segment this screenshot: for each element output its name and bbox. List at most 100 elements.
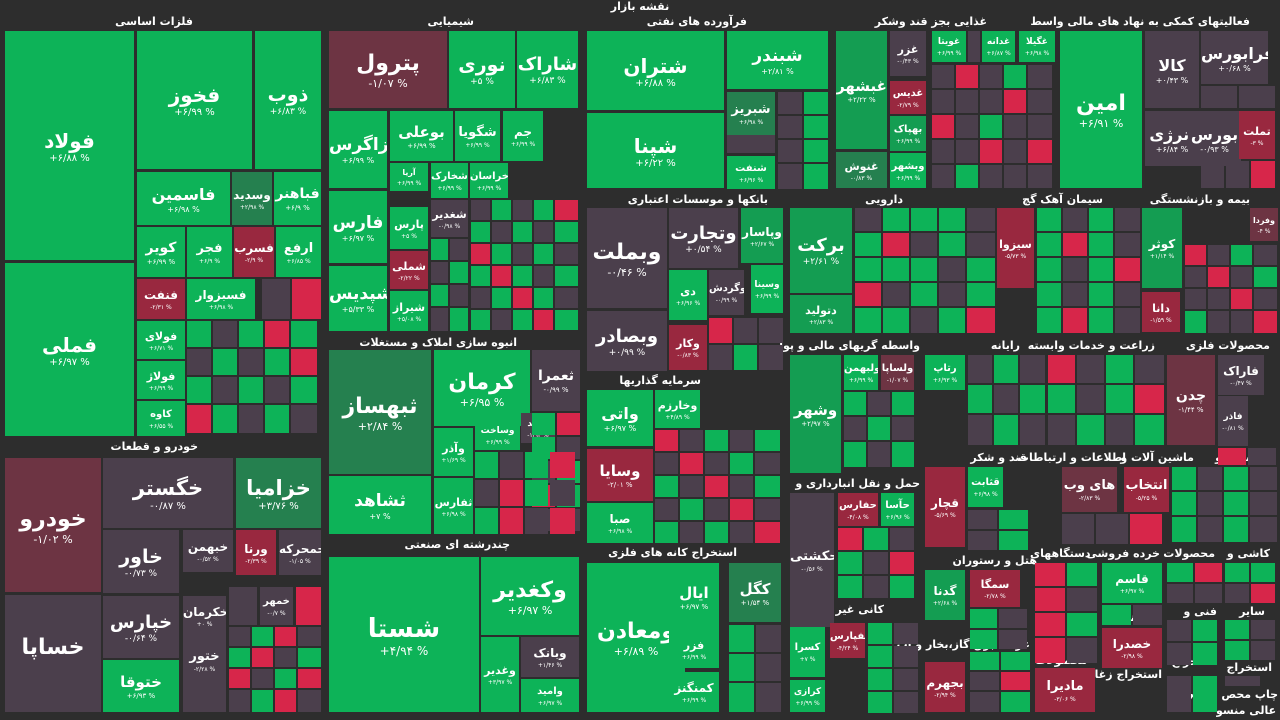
stock-cell[interactable] — [296, 587, 321, 625]
stock-cell[interactable] — [956, 140, 978, 163]
stock-tile[interactable]: فباهنر +۶/۹ % — [274, 172, 321, 225]
stock-cell[interactable] — [557, 413, 580, 435]
stock-cell[interactable] — [265, 349, 289, 375]
stock-tile[interactable]: وکار -۰/۸۳ % — [669, 325, 707, 370]
stock-cell[interactable] — [555, 266, 578, 286]
stock-tile[interactable]: فولای +۶/۷۱ % — [137, 321, 185, 359]
stock-cell[interactable] — [655, 453, 678, 474]
stock-cell[interactable] — [555, 244, 578, 264]
stock-cell[interactable] — [1035, 613, 1065, 636]
stock-cell[interactable] — [999, 609, 1027, 628]
stock-cell[interactable] — [1193, 676, 1217, 712]
stock-tile[interactable]: خکرمان +۰ % — [183, 596, 226, 636]
stock-tile[interactable]: صبا +۶/۹۸ % — [587, 503, 653, 543]
stock-cell[interactable] — [1063, 233, 1087, 256]
stock-cell[interactable] — [213, 321, 237, 347]
stock-cell[interactable] — [1193, 620, 1217, 641]
stock-cell[interactable] — [292, 279, 321, 319]
stock-tile[interactable]: غبشهر +۲/۲۲ % — [836, 31, 887, 149]
stock-tile[interactable]: غزر -۰/۴۳ % — [890, 31, 926, 76]
stock-tile[interactable]: وبشهر +۶/۹۹ % — [890, 153, 926, 188]
stock-cell[interactable] — [939, 208, 965, 231]
stock-tile[interactable]: انتخاب -۵/۲۵ % — [1124, 467, 1169, 512]
stock-tile[interactable]: شغدیر -۰/۹۸ % — [431, 200, 468, 237]
stock-cell[interactable] — [229, 690, 250, 712]
stock-cell[interactable] — [911, 283, 937, 306]
stock-tile[interactable]: وبصادر +۰/۹۹ % — [587, 311, 667, 371]
stock-cell[interactable] — [855, 258, 881, 281]
stock-cell[interactable] — [534, 244, 553, 264]
stock-cell[interactable] — [980, 140, 1002, 163]
stock-cell[interactable] — [804, 164, 828, 189]
stock-tile[interactable]: بجهرم -۲/۹۴ % — [925, 662, 965, 712]
stock-cell[interactable] — [265, 405, 289, 433]
stock-cell[interactable] — [1001, 672, 1030, 690]
stock-cell[interactable] — [1250, 517, 1277, 542]
stock-cell[interactable] — [1133, 605, 1162, 625]
stock-cell[interactable] — [680, 430, 703, 451]
stock-tile[interactable]: فزر +۶/۹۹ % — [669, 630, 719, 668]
stock-tile[interactable]: خپارس -۰/۶۴ % — [103, 596, 179, 658]
stock-tile[interactable]: های وب -۲/۸۳ % — [1062, 467, 1117, 512]
stock-cell[interactable] — [534, 222, 553, 242]
stock-cell[interactable] — [999, 531, 1028, 550]
stock-tile[interactable]: شبریز +۶/۹۸ % — [727, 92, 775, 135]
stock-cell[interactable] — [778, 164, 802, 189]
stock-cell[interactable] — [894, 623, 918, 644]
stock-cell[interactable] — [513, 200, 532, 220]
stock-tile[interactable]: ثبهساز +۲/۸۴ % — [329, 350, 431, 474]
stock-cell[interactable] — [968, 415, 992, 445]
stock-tile[interactable]: خاور -۰/۷۳ % — [103, 530, 179, 593]
stock-cell[interactable] — [492, 244, 511, 264]
stock-cell[interactable] — [1172, 467, 1196, 490]
stock-cell[interactable] — [431, 285, 448, 306]
stock-cell[interactable] — [1106, 355, 1133, 383]
stock-cell[interactable] — [1048, 355, 1075, 383]
stock-cell[interactable] — [550, 452, 575, 478]
stock-cell[interactable] — [475, 508, 498, 534]
stock-cell[interactable] — [709, 318, 732, 343]
stock-tile[interactable]: قاسم +۶/۹۷ % — [1102, 563, 1162, 603]
stock-cell[interactable] — [932, 90, 954, 113]
stock-cell[interactable] — [298, 669, 321, 688]
stock-tile[interactable]: ایال +۶/۹۷ % — [669, 563, 719, 630]
stock-cell[interactable] — [252, 669, 273, 688]
stock-cell[interactable] — [1067, 613, 1097, 636]
stock-cell[interactable] — [1077, 385, 1104, 413]
stock-cell[interactable] — [1231, 267, 1252, 287]
stock-cell[interactable] — [892, 392, 914, 415]
stock-tile[interactable]: شپدیس +۵/۳۳ % — [329, 266, 387, 331]
stock-tile[interactable]: کمنگنز +۶/۹۹ % — [669, 672, 719, 712]
stock-cell[interactable] — [1115, 283, 1140, 306]
stock-tile[interactable]: کالا +۰/۴۳ % — [1145, 31, 1199, 108]
stock-tile[interactable]: ثعمرا -۰/۹۹ % — [532, 350, 580, 411]
stock-cell[interactable] — [1028, 65, 1052, 88]
stock-tile[interactable]: ولبهمن +۶/۹۹ % — [844, 355, 878, 390]
stock-tile[interactable]: کاوه +۶/۵۵ % — [137, 401, 185, 436]
stock-cell[interactable] — [1115, 258, 1140, 281]
stock-cell[interactable] — [755, 522, 780, 543]
stock-cell[interactable] — [500, 452, 523, 478]
stock-tile[interactable]: زاگرس +۶/۹۹ % — [329, 111, 387, 188]
stock-cell[interactable] — [1208, 289, 1229, 309]
stock-cell[interactable] — [1208, 267, 1229, 287]
stock-cell[interactable] — [534, 288, 553, 308]
stock-cell[interactable] — [1225, 641, 1249, 660]
stock-tile[interactable]: فخوز +۶/۹۹ % — [137, 31, 252, 169]
stock-tile[interactable]: خصدرا -۲/۹۸ % — [1102, 628, 1162, 668]
stock-cell[interactable] — [727, 135, 775, 153]
stock-cell[interactable] — [1020, 355, 1045, 383]
stock-tile[interactable]: فاذر -۰/۸۱ % — [1218, 396, 1248, 446]
stock-cell[interactable] — [1185, 289, 1206, 309]
stock-cell[interactable] — [1004, 90, 1026, 113]
stock-cell[interactable] — [967, 233, 995, 256]
stock-cell[interactable] — [1115, 208, 1140, 231]
stock-cell[interactable] — [492, 310, 511, 330]
stock-cell[interactable] — [967, 283, 995, 306]
stock-cell[interactable] — [778, 92, 802, 114]
stock-cell[interactable] — [1115, 308, 1140, 333]
stock-cell[interactable] — [471, 200, 490, 220]
stock-cell[interactable] — [755, 430, 780, 451]
stock-cell[interactable] — [1254, 267, 1277, 287]
stock-tile[interactable]: فنفت -۲/۳۱ % — [137, 279, 185, 319]
